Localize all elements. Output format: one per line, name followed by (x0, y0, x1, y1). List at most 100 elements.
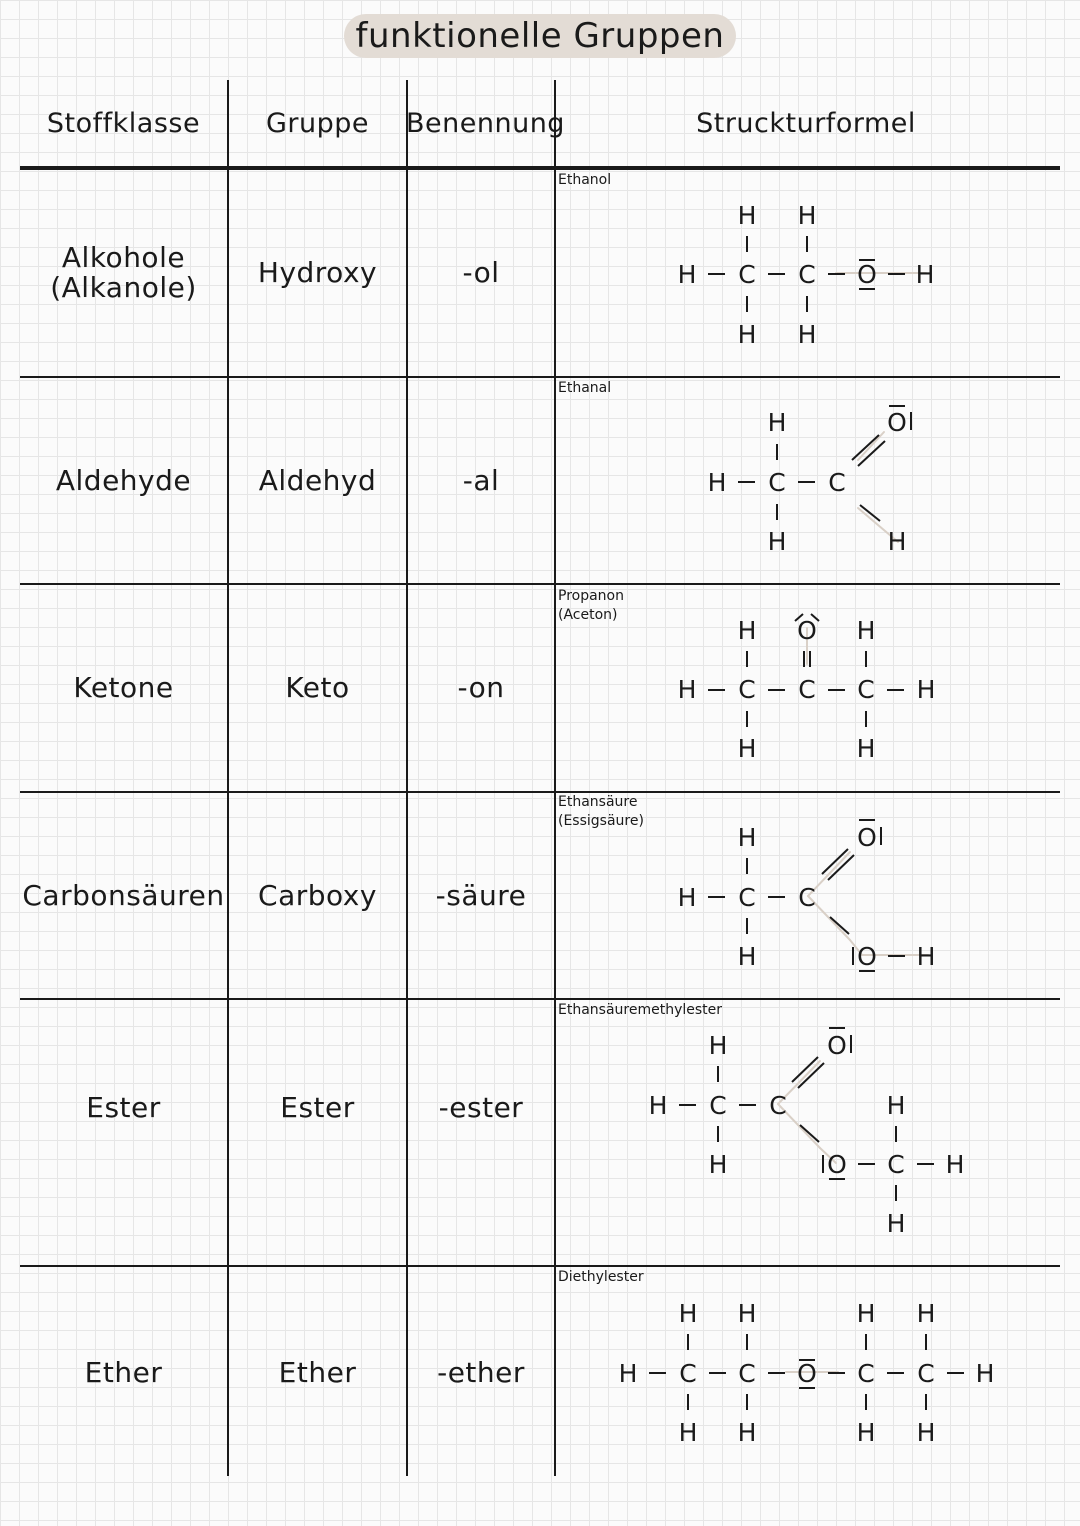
aldehyde-highlight (857, 507, 899, 543)
bond (829, 916, 850, 935)
atom-h: H (709, 1150, 728, 1179)
header-stoffklasse: Stoffklasse (46, 108, 201, 139)
atom-c: C (709, 1091, 726, 1120)
atom-h: H (738, 320, 757, 349)
atom-h: H (738, 942, 757, 971)
carboxy-highlight (849, 939, 863, 956)
atom-c: C (917, 1359, 934, 1388)
structure-diethylester: H C C O C C H H H H H H H H H (619, 1299, 995, 1447)
atom-h: H (857, 1418, 876, 1447)
atom-o: O (797, 616, 817, 645)
stoffklasse-cell: Aldehyde (55, 463, 192, 497)
atom-o: O (827, 1031, 847, 1060)
header-benennung: Benennung (406, 108, 565, 139)
structure-ethansaeure: H C C H H O O H (678, 819, 936, 972)
atom-h: H (857, 734, 876, 763)
benennung-cell: -ester (438, 1090, 524, 1124)
atom-h: H (738, 201, 757, 230)
atom-c: C (798, 883, 815, 912)
atom-c: C (828, 468, 845, 497)
ester-highlight (819, 1147, 837, 1164)
atom-o: O (857, 823, 877, 852)
benennung-cell: -ether (437, 1356, 525, 1389)
double-bond (791, 1056, 819, 1083)
aldehyde-highlight (857, 431, 885, 461)
compound-name: Ethansäuremethylester (558, 1002, 723, 1018)
row-divider (20, 1265, 1060, 1267)
atom-h: H (917, 1418, 936, 1447)
atom-h: H (798, 201, 817, 230)
lone-pair (810, 613, 820, 622)
lone-pair (794, 613, 804, 622)
atom-h: H (917, 942, 936, 971)
atom-h: H (738, 1299, 757, 1328)
header-strukturformel: Struckturformel (696, 108, 916, 139)
stoffklasse-cell: Alkohole (Alkanole) (50, 241, 197, 304)
compound-name: Ethanal (558, 380, 612, 396)
compound-name: Propanon (Aceton) (558, 588, 624, 623)
atom-c: C (738, 260, 755, 289)
compound-name: Ethansäure (Essigsäure) (558, 794, 644, 829)
gruppe-cell: Keto (285, 671, 350, 704)
stoffklasse-cell: Ester (86, 1090, 161, 1124)
benennung-cell: -al (462, 463, 500, 497)
header-gruppe: Gruppe (265, 108, 370, 139)
stoffklasse-cell: Ether (84, 1356, 163, 1389)
atom-h: H (888, 527, 907, 556)
atom-h: H (798, 320, 817, 349)
bond (859, 504, 881, 522)
page-title: funktionelle Gruppen (343, 14, 737, 58)
header-divider (20, 166, 1060, 170)
atom-o: O (887, 408, 907, 437)
atom-h: H (678, 675, 697, 704)
atom-h: H (887, 1091, 906, 1120)
double-bond (851, 434, 880, 461)
gruppe-cell: Ester (280, 1090, 355, 1124)
atom-h: H (738, 734, 757, 763)
benennung-cell: -on (457, 671, 505, 704)
carboxy-highlight (807, 895, 851, 941)
atom-h: H (738, 1418, 757, 1447)
benennung-cell: -ol (462, 256, 500, 289)
atom-o: O (857, 260, 877, 289)
double-bond (827, 854, 855, 881)
column-divider (406, 80, 408, 1476)
atom-h: H (946, 1150, 965, 1179)
double-bond (797, 1062, 825, 1089)
atom-h: H (709, 1031, 728, 1060)
atom-h: H (887, 1209, 906, 1238)
atom-c: C (768, 468, 785, 497)
atom-c: C (738, 1359, 755, 1388)
atom-h: H (857, 1299, 876, 1328)
atom-c: C (798, 260, 815, 289)
ester-highlight (777, 1103, 821, 1149)
atom-h: H (768, 527, 787, 556)
atom-h: H (738, 616, 757, 645)
compound-name: Diethylester (558, 1269, 644, 1285)
column-divider (554, 80, 556, 1476)
atom-c: C (798, 675, 815, 704)
stoffklasse-cell: Carbonsäuren (22, 878, 225, 912)
structure-ethanal: H C C H H O H (708, 405, 912, 556)
atom-h: H (976, 1359, 995, 1388)
atom-h: H (857, 616, 876, 645)
stoffklasse-cell: Ketone (73, 671, 174, 704)
column-divider (227, 80, 229, 1476)
ester-highlight (777, 1060, 821, 1105)
atom-h: H (917, 1299, 936, 1328)
bond (799, 1124, 820, 1143)
atom-h: H (619, 1359, 638, 1388)
atom-o: O (827, 1150, 847, 1179)
atom-c: C (738, 675, 755, 704)
row-divider (20, 583, 1060, 585)
structure-ethanol: H C C O H H H H H (678, 201, 935, 349)
gruppe-cell: Hydroxy (257, 256, 378, 289)
atom-h: H (679, 1299, 698, 1328)
structure-propanon: H C C C H H O H H H (678, 613, 935, 763)
atom-h: H (916, 260, 935, 289)
atom-h: H (678, 883, 697, 912)
row-divider (20, 376, 1060, 378)
double-bond (821, 848, 849, 875)
atom-h: H (649, 1091, 668, 1120)
